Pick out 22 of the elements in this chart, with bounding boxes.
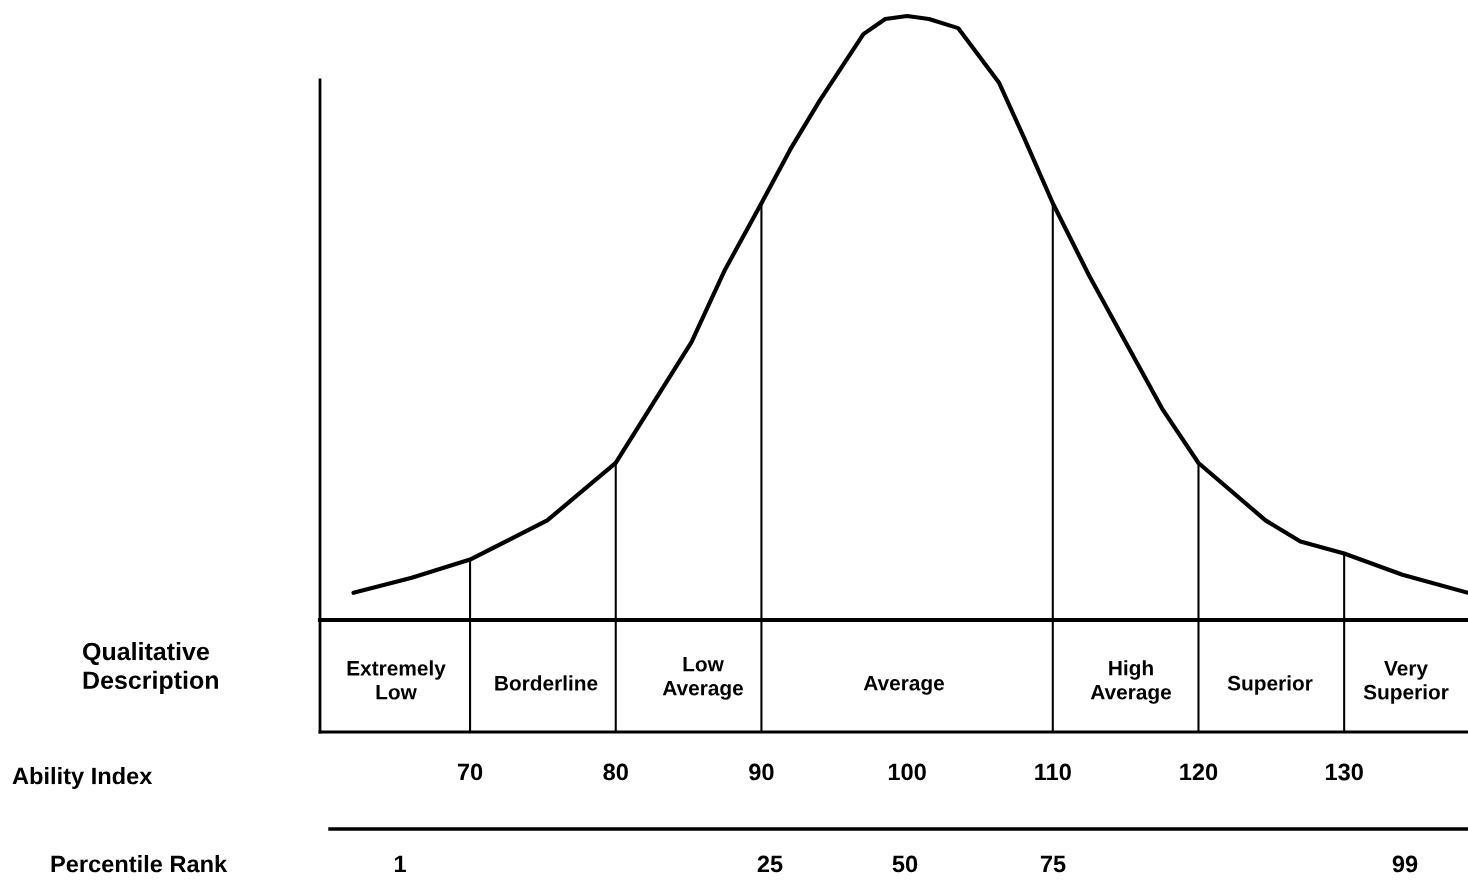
x-tick-label: 130	[1325, 763, 1363, 781]
text: Borderline	[495, 675, 598, 691]
text: Percentile Rank	[51, 854, 228, 873]
x-tick-label: 100	[888, 763, 926, 781]
text: 50	[892, 855, 918, 873]
text: Extremely Low	[347, 660, 446, 700]
x-tick-label: 70	[457, 763, 483, 781]
text: 1	[394, 855, 406, 873]
text: Low Average	[662, 657, 744, 700]
text: Average	[863, 675, 945, 695]
text: High Average	[1090, 660, 1172, 704]
x-tick-label: 110	[1035, 763, 1071, 781]
x-tick-label: 120	[1180, 763, 1218, 781]
text: 75	[1040, 855, 1066, 873]
text: 25	[757, 855, 783, 873]
text: Superior	[1227, 675, 1313, 695]
text: 99	[1392, 855, 1418, 873]
text: Very Superior	[1363, 661, 1449, 704]
text: Ability Index	[12, 766, 153, 790]
text: Qualitative Description	[83, 641, 218, 695]
x-tick-label: 80	[603, 763, 628, 781]
x-tick-label: 90	[749, 763, 774, 781]
